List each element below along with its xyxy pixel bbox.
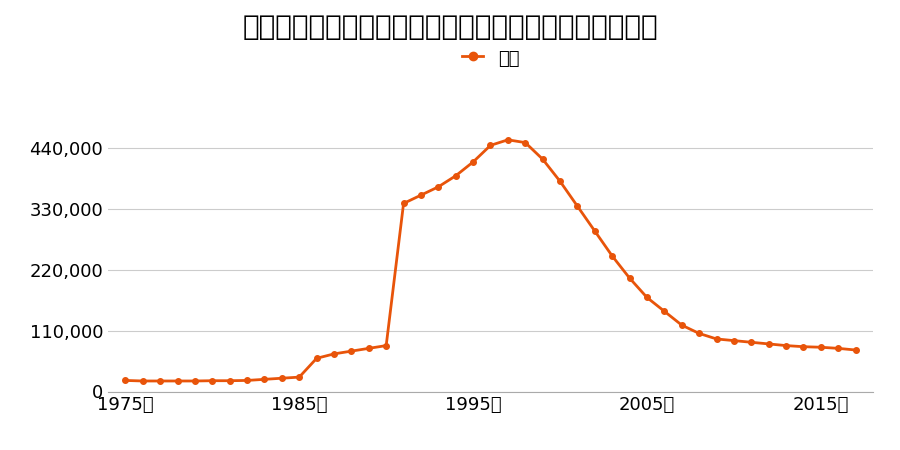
価格 <box>537 157 548 162</box>
価格 <box>364 346 374 351</box>
価格 <box>763 341 774 346</box>
価格 <box>694 331 705 336</box>
価格 <box>120 378 130 383</box>
価格 <box>554 179 565 184</box>
価格 <box>676 322 687 328</box>
価格 <box>293 374 304 380</box>
価格 <box>607 253 617 259</box>
価格 <box>207 378 218 383</box>
価格 <box>190 378 201 384</box>
価格 <box>242 378 253 383</box>
価格 <box>502 137 513 143</box>
価格 <box>468 159 479 165</box>
価格 <box>711 336 722 342</box>
Legend: 価格: 価格 <box>454 42 526 75</box>
価格 <box>259 377 270 382</box>
価格 <box>155 378 166 384</box>
価格 <box>433 184 444 189</box>
価格 <box>416 193 427 198</box>
価格 <box>815 345 826 350</box>
価格 <box>659 309 670 314</box>
価格 <box>224 378 235 383</box>
価格 <box>728 338 739 343</box>
価格 <box>485 143 496 148</box>
価格 <box>328 351 339 356</box>
価格 <box>172 378 183 384</box>
価格 <box>276 375 287 381</box>
価格 <box>642 295 652 300</box>
価格 <box>850 347 861 353</box>
価格 <box>746 340 757 345</box>
価格 <box>138 378 148 384</box>
価格 <box>780 343 791 348</box>
価格 <box>590 229 600 234</box>
価格 <box>381 343 392 348</box>
価格 <box>346 348 356 354</box>
価格 <box>798 344 809 349</box>
価格 <box>398 201 409 206</box>
Line: 価格: 価格 <box>122 137 859 384</box>
Text: 茨城県日立市宮田町３丁目１２３９番の一部の地価推移: 茨城県日立市宮田町３丁目１２３９番の一部の地価推移 <box>242 14 658 41</box>
価格 <box>520 140 531 145</box>
価格 <box>450 173 461 179</box>
価格 <box>625 275 635 281</box>
価格 <box>832 346 843 351</box>
価格 <box>572 203 583 209</box>
価格 <box>311 356 322 361</box>
